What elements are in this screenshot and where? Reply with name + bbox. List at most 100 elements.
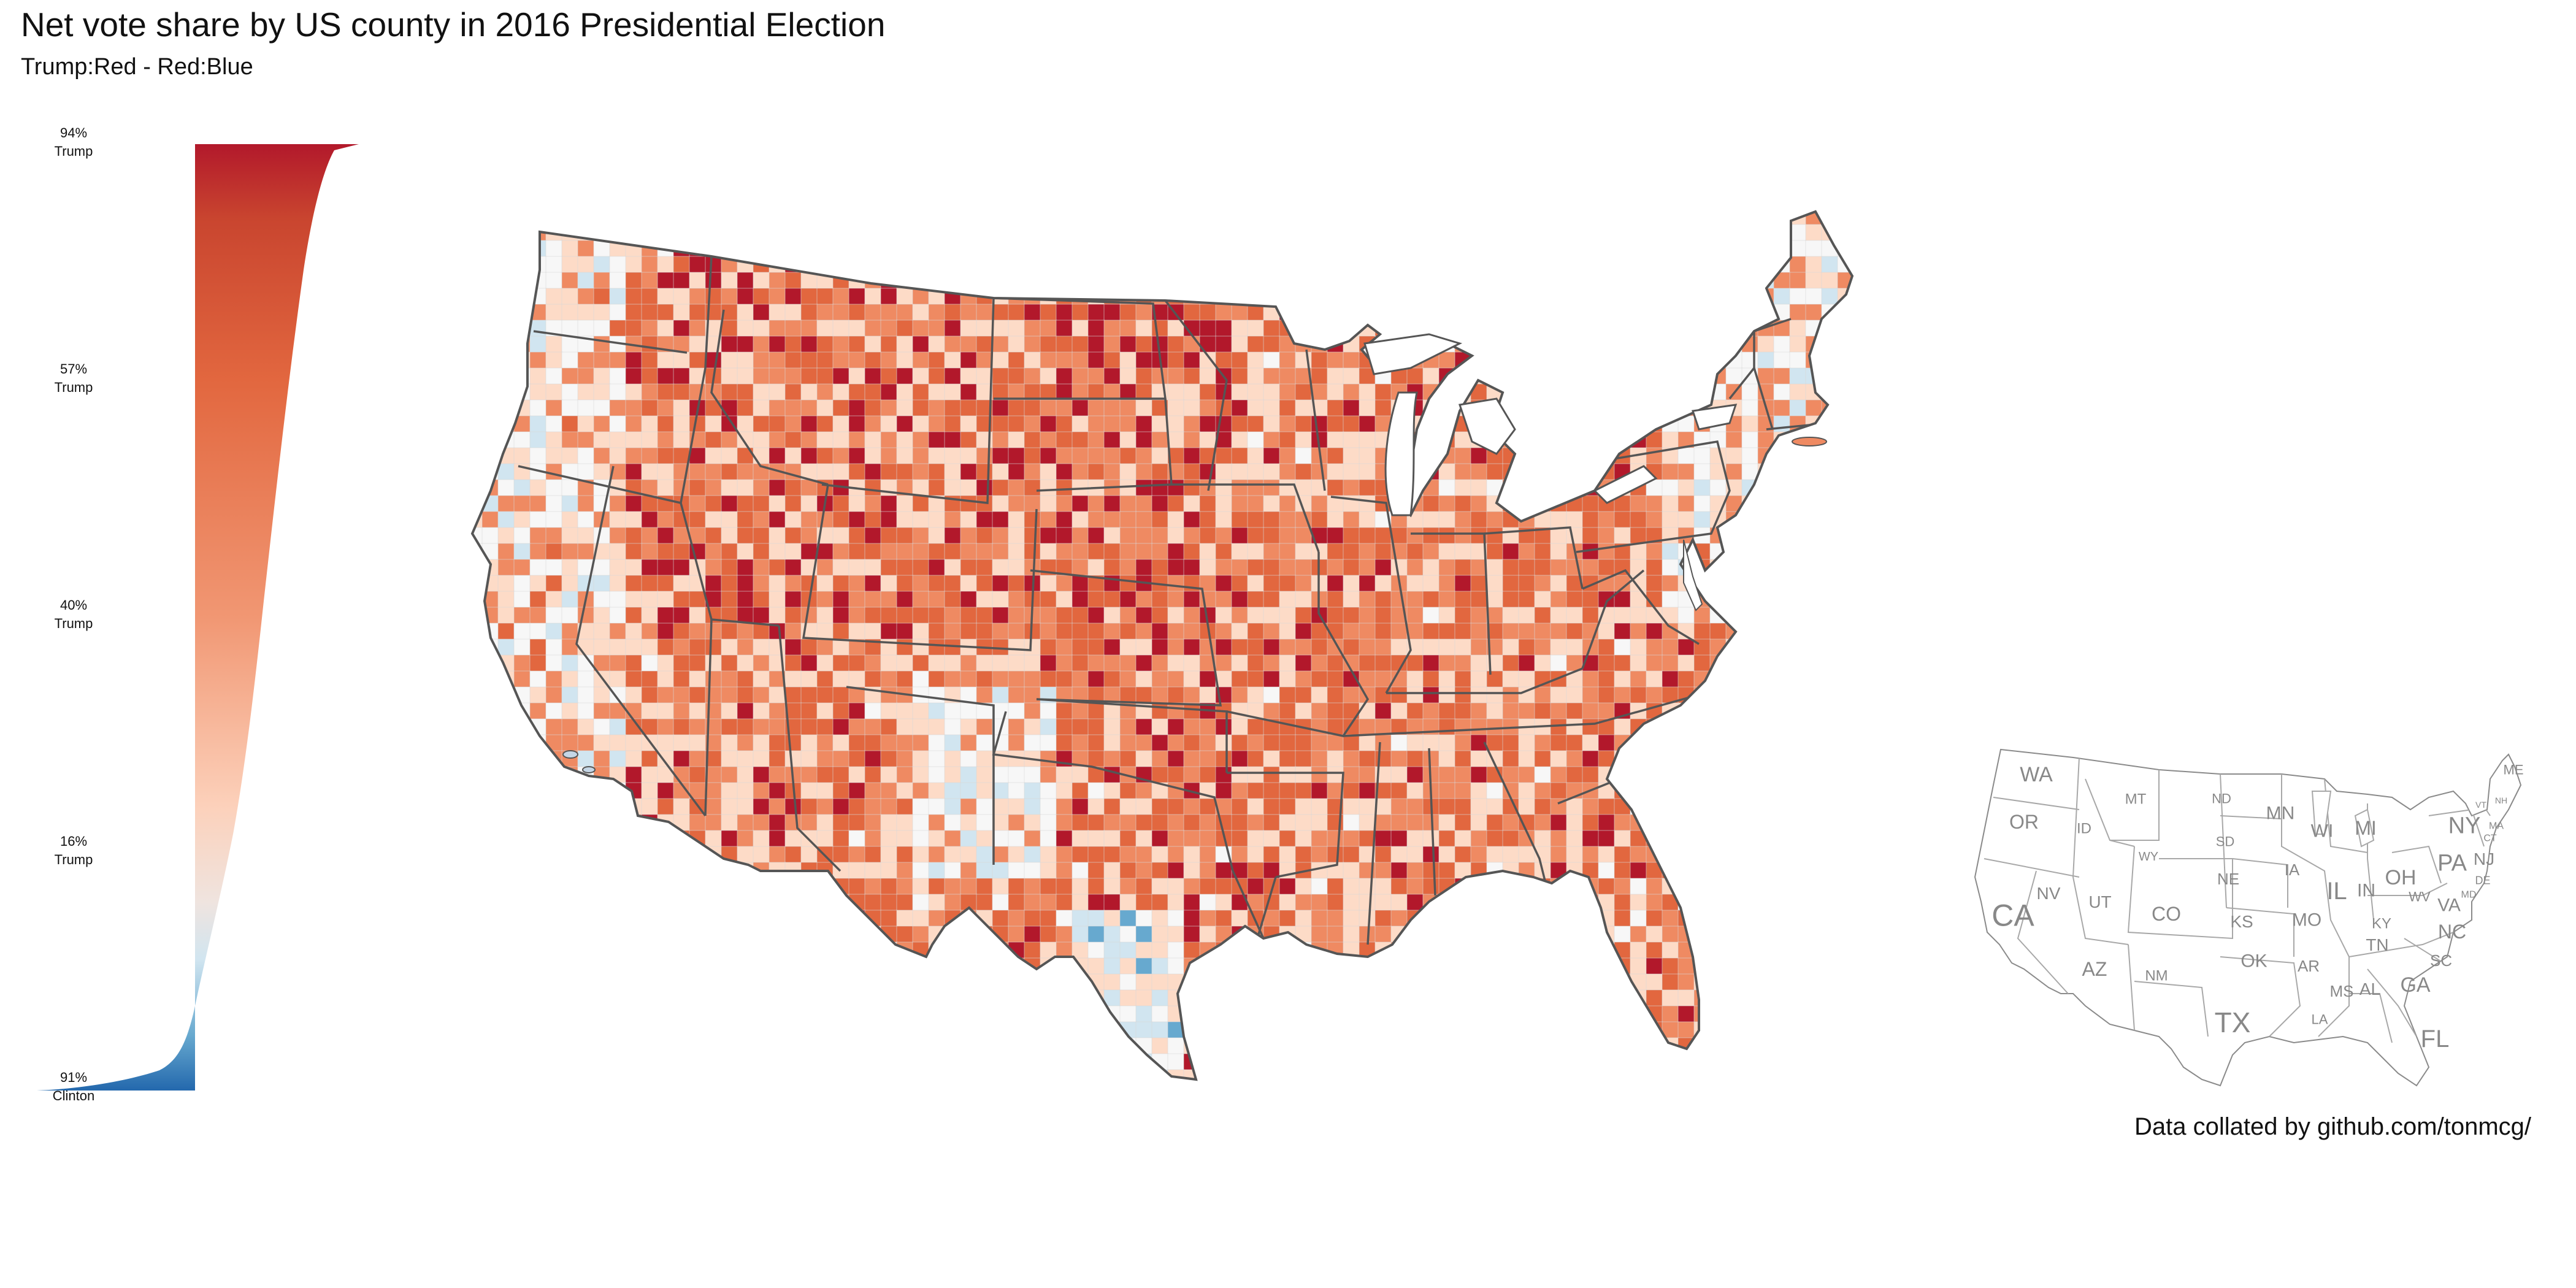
county-cell xyxy=(657,463,675,481)
county-cell xyxy=(529,798,547,816)
county-cell xyxy=(992,575,1010,592)
county-cell xyxy=(1167,957,1185,975)
county-cell xyxy=(481,782,499,800)
county-cell xyxy=(1199,862,1217,880)
county-cell xyxy=(1438,272,1456,289)
county-cell xyxy=(1024,782,1041,800)
county-cell xyxy=(1566,431,1584,449)
county-cell xyxy=(1199,463,1217,481)
county-cell xyxy=(1646,654,1663,672)
county-cell xyxy=(561,862,579,880)
county-cell xyxy=(545,575,563,592)
county-cell xyxy=(944,814,962,832)
county-cell xyxy=(1662,272,1679,289)
county-cell xyxy=(545,702,563,720)
county-cell xyxy=(1869,783,1886,799)
county-cell xyxy=(1709,718,1727,736)
county-cell xyxy=(1167,256,1185,274)
county-cell xyxy=(657,431,675,449)
county-cell xyxy=(1167,527,1185,545)
county-cell xyxy=(1008,288,1025,305)
county-cell xyxy=(960,1086,977,1102)
county-cell xyxy=(896,607,914,624)
county-cell xyxy=(561,894,579,911)
county-cell xyxy=(848,670,866,688)
county-cell xyxy=(880,304,898,321)
county-cell xyxy=(816,782,834,800)
county-cell xyxy=(1454,957,1472,975)
county-cell xyxy=(737,495,754,513)
county-cell xyxy=(832,463,850,481)
county-cell xyxy=(1566,383,1584,401)
county-cell xyxy=(912,734,930,752)
county-cell xyxy=(944,224,962,242)
county-cell xyxy=(481,894,499,911)
county-cell xyxy=(1693,654,1711,672)
county-cell xyxy=(1056,1021,1073,1039)
county-cell xyxy=(848,447,866,465)
county-cell xyxy=(1550,479,1568,497)
county-cell xyxy=(1231,782,1249,800)
county-cell xyxy=(561,479,579,497)
county-cell xyxy=(1757,1053,1775,1071)
county-cell xyxy=(1821,1021,1839,1039)
county-cell xyxy=(1454,447,1472,465)
county-cell xyxy=(1263,846,1281,864)
county-cell xyxy=(577,304,595,321)
county-cell xyxy=(1040,814,1057,832)
county-cell xyxy=(513,272,531,289)
county-cell xyxy=(1279,479,1297,497)
county-cell xyxy=(1119,798,1137,816)
county-cell xyxy=(1071,559,1089,577)
county-cell xyxy=(1231,910,1249,927)
county-cell xyxy=(1024,495,1041,513)
county-cell xyxy=(1821,702,1839,720)
county-cell xyxy=(1805,878,1823,895)
county-cell xyxy=(784,670,802,688)
county-cell xyxy=(1327,973,1344,991)
county-cell xyxy=(929,1086,945,1102)
county-cell xyxy=(1199,718,1217,736)
county-cell xyxy=(641,638,659,656)
county-cell xyxy=(1677,607,1695,624)
county-cell xyxy=(976,1021,994,1039)
county-cell xyxy=(896,335,914,353)
county-cell xyxy=(1071,798,1089,816)
county-cell xyxy=(960,941,978,959)
county-cell xyxy=(1359,304,1376,321)
county-cell xyxy=(864,288,882,305)
county-cell xyxy=(1135,654,1153,672)
county-cell xyxy=(1470,1037,1488,1055)
county-cell xyxy=(1232,1086,1248,1102)
county-cell xyxy=(1040,367,1057,385)
county-cell xyxy=(1295,1005,1313,1023)
county-cell xyxy=(1869,256,1886,273)
county-cell xyxy=(1550,527,1568,545)
county-cell xyxy=(705,670,723,688)
county-cell xyxy=(1837,862,1852,880)
county-cell xyxy=(641,782,659,800)
county-cell xyxy=(784,910,802,927)
county-cell xyxy=(944,623,962,640)
county-cell xyxy=(1470,941,1488,959)
county-cell xyxy=(1103,212,1121,226)
county-cell xyxy=(1151,638,1169,656)
county-cell xyxy=(992,910,1010,927)
county-cell xyxy=(1757,351,1775,369)
county-cell xyxy=(1837,543,1852,561)
county-cell xyxy=(1614,957,1631,975)
county-cell xyxy=(1343,830,1360,848)
county-cell xyxy=(1598,1037,1616,1055)
county-cell xyxy=(1502,766,1520,784)
county-cell xyxy=(577,1005,595,1023)
county-cell xyxy=(784,431,802,449)
county-cell xyxy=(545,686,563,704)
county-cell xyxy=(1757,862,1775,880)
county-cell xyxy=(992,862,1010,880)
county-cell xyxy=(1741,383,1759,401)
county-cell xyxy=(737,1069,754,1079)
county-cell xyxy=(1199,830,1217,848)
county-cell xyxy=(1821,1037,1839,1055)
county-cell xyxy=(545,798,563,816)
county-cell xyxy=(976,256,994,274)
